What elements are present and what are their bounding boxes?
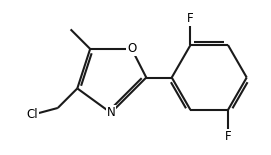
- Text: O: O: [127, 42, 136, 55]
- Text: F: F: [187, 12, 194, 25]
- Text: Cl: Cl: [27, 108, 38, 121]
- Text: F: F: [225, 130, 231, 143]
- Text: N: N: [107, 106, 115, 119]
